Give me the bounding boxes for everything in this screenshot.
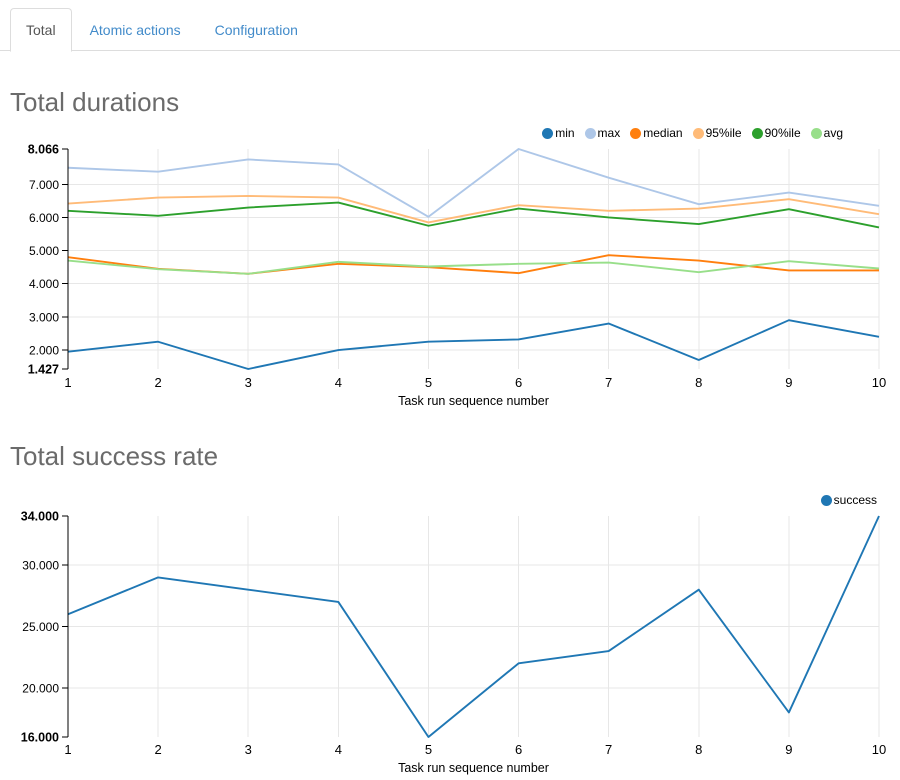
tab-atomic-actions[interactable]: Atomic actions bbox=[74, 8, 197, 52]
x-tick-label: 1 bbox=[64, 375, 71, 390]
x-axis-label: Task run sequence number bbox=[398, 761, 549, 775]
total-durations-title: Total durations bbox=[10, 87, 180, 117]
y-tick-label: 16.000 bbox=[21, 731, 59, 745]
y-tick-label: 3.000 bbox=[29, 310, 59, 324]
legend-item-90%ile[interactable]: 90%ile bbox=[751, 126, 801, 141]
legend-dot-icon bbox=[692, 128, 704, 139]
report-tab-bar: Total Atomic actions Configuration bbox=[0, 8, 900, 52]
total-success-rate-title: Total success rate bbox=[10, 441, 219, 471]
legend-dot-icon bbox=[630, 128, 642, 139]
x-tick-label: 6 bbox=[515, 742, 522, 757]
x-tick-label: 3 bbox=[245, 375, 252, 390]
x-tick-label: 3 bbox=[245, 742, 252, 757]
legend-label: min bbox=[555, 126, 575, 140]
legend-item-min[interactable]: min bbox=[542, 126, 575, 141]
total-durations-chart-block: min max median 95%ile 90%ile avg 8.066 7.000 6.… bbox=[0, 121, 900, 413]
total-success-rate-chart-block: success 34.000 30.000 25.000 20.000 16.000 1 2… bbox=[0, 475, 900, 780]
legend-dot-icon bbox=[584, 128, 596, 139]
x-tick-label: 5 bbox=[425, 375, 432, 390]
y-tick-label: 8.066 bbox=[28, 143, 59, 157]
y-tick-label: 1.427 bbox=[28, 363, 59, 377]
x-tick-label: 2 bbox=[154, 375, 161, 390]
tab-configuration[interactable]: Configuration bbox=[199, 8, 314, 52]
x-tick-label: 9 bbox=[785, 375, 792, 390]
x-tick-label: 7 bbox=[605, 375, 612, 390]
x-axis-label: Task run sequence number bbox=[398, 394, 549, 408]
y-tick-label: 6.000 bbox=[29, 211, 59, 225]
legend-dot-icon bbox=[820, 495, 832, 506]
legend-dot-icon bbox=[810, 128, 822, 139]
legend-dot-icon bbox=[542, 128, 554, 139]
legend-item-avg[interactable]: avg bbox=[810, 126, 843, 141]
durations-legend: min max median 95%ile 90%ile avg bbox=[542, 126, 843, 141]
x-tick-label: 5 bbox=[425, 742, 432, 757]
legend-label: avg bbox=[823, 126, 843, 140]
y-tick-label: 7.000 bbox=[29, 178, 59, 192]
legend-label: 95%ile bbox=[705, 126, 742, 140]
x-tick-label: 8 bbox=[695, 742, 702, 757]
y-tick-label: 20.000 bbox=[22, 681, 59, 695]
legend-dot-icon bbox=[751, 128, 763, 139]
x-tick-label: 7 bbox=[605, 742, 612, 757]
x-tick-label: 10 bbox=[872, 742, 886, 757]
y-tick-label: 25.000 bbox=[22, 620, 59, 634]
x-tick-label: 1 bbox=[64, 742, 71, 757]
legend-item-max[interactable]: max bbox=[584, 126, 621, 141]
tab-total[interactable]: Total bbox=[10, 8, 72, 52]
y-tick-label: 34.000 bbox=[21, 510, 59, 524]
y-tick-label: 2.000 bbox=[29, 344, 59, 358]
x-tick-label: 4 bbox=[335, 375, 342, 390]
legend-item-median[interactable]: median bbox=[630, 126, 683, 141]
total-success-rate-chart[interactable]: 34.000 30.000 25.000 20.000 16.000 1 2 3 4 5 6 7 8 9 1… bbox=[0, 475, 900, 780]
x-tick-label: 9 bbox=[785, 742, 792, 757]
y-tick-label: 5.000 bbox=[29, 244, 59, 258]
x-tick-label: 2 bbox=[154, 742, 161, 757]
tab-atomic-actions-link[interactable]: Atomic actions bbox=[89, 22, 181, 38]
tab-total-link[interactable]: Total bbox=[10, 8, 72, 52]
total-durations-chart[interactable]: 8.066 7.000 6.000 5.000 4.000 3.000 2.000 1.427… bbox=[0, 121, 900, 413]
x-tick-label: 6 bbox=[515, 375, 522, 390]
legend-label: success bbox=[833, 493, 877, 507]
legend-label: median bbox=[643, 126, 683, 140]
legend-item-95%ile[interactable]: 95%ile bbox=[692, 126, 742, 141]
tab-configuration-link[interactable]: Configuration bbox=[214, 22, 298, 38]
x-tick-label: 10 bbox=[872, 375, 886, 390]
x-tick-label: 8 bbox=[695, 375, 702, 390]
success-legend: success bbox=[820, 493, 877, 508]
x-tick-label: 4 bbox=[335, 742, 342, 757]
legend-label: 90%ile bbox=[764, 126, 801, 140]
legend-item-success[interactable]: success bbox=[820, 493, 877, 508]
legend-label: max bbox=[597, 126, 621, 140]
y-tick-label: 30.000 bbox=[22, 559, 59, 573]
y-tick-label: 4.000 bbox=[29, 277, 59, 291]
